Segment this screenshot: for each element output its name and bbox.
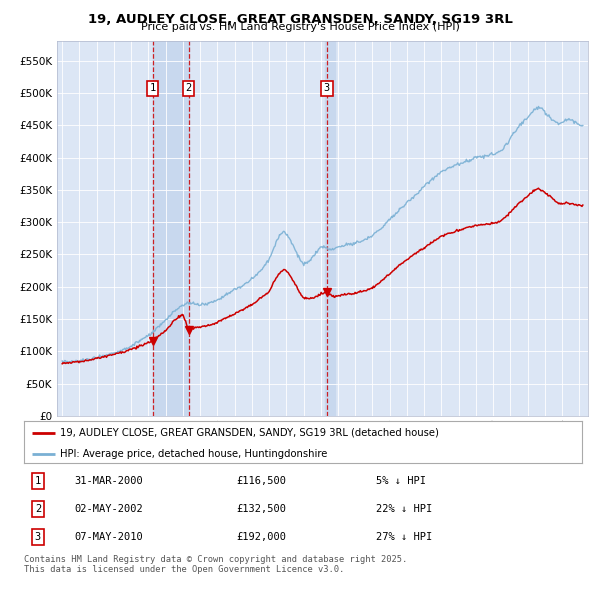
Text: £116,500: £116,500 (236, 476, 286, 486)
Text: Price paid vs. HM Land Registry's House Price Index (HPI): Price paid vs. HM Land Registry's House … (140, 22, 460, 32)
Bar (152, 41, 188, 416)
Text: 27% ↓ HPI: 27% ↓ HPI (376, 532, 432, 542)
Text: £192,000: £192,000 (236, 532, 286, 542)
Text: 02-MAY-2002: 02-MAY-2002 (74, 504, 143, 514)
Text: 5% ↓ HPI: 5% ↓ HPI (376, 476, 425, 486)
Text: Contains HM Land Registry data © Crown copyright and database right 2025.
This d: Contains HM Land Registry data © Crown c… (24, 555, 407, 574)
Text: £132,500: £132,500 (236, 504, 286, 514)
Text: 19, AUDLEY CLOSE, GREAT GRANSDEN, SANDY, SG19 3RL: 19, AUDLEY CLOSE, GREAT GRANSDEN, SANDY,… (88, 13, 512, 26)
Text: 1: 1 (35, 476, 41, 486)
Text: 1: 1 (149, 83, 156, 93)
Text: 07-MAY-2010: 07-MAY-2010 (74, 532, 143, 542)
Text: 22% ↓ HPI: 22% ↓ HPI (376, 504, 432, 514)
Text: 3: 3 (35, 532, 41, 542)
Text: 31-MAR-2000: 31-MAR-2000 (74, 476, 143, 486)
Text: 2: 2 (185, 83, 192, 93)
Text: 3: 3 (324, 83, 330, 93)
Text: 2: 2 (35, 504, 41, 514)
Text: HPI: Average price, detached house, Huntingdonshire: HPI: Average price, detached house, Hunt… (60, 449, 328, 459)
Bar (325, 41, 335, 416)
Text: 19, AUDLEY CLOSE, GREAT GRANSDEN, SANDY, SG19 3RL (detached house): 19, AUDLEY CLOSE, GREAT GRANSDEN, SANDY,… (60, 428, 439, 438)
